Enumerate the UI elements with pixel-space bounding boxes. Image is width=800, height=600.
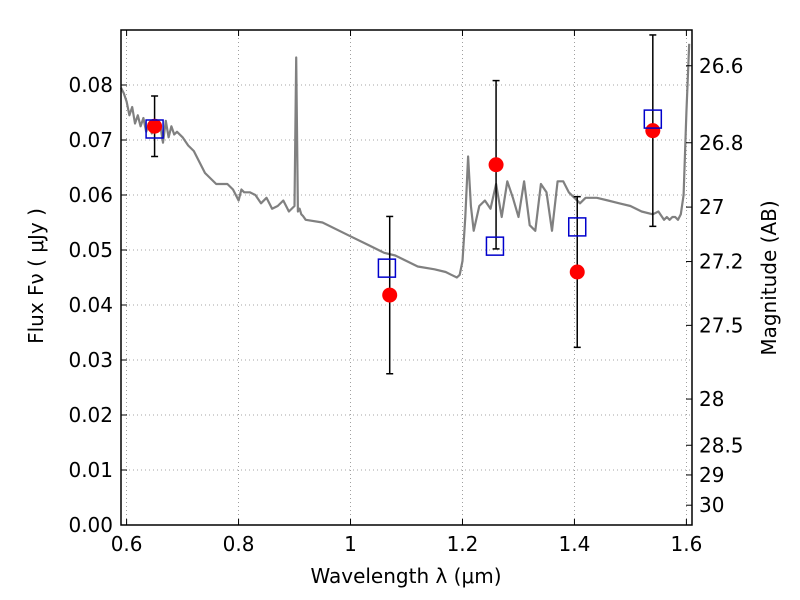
grid-lines	[121, 30, 692, 525]
model-spectrum-line	[120, 43, 691, 279]
data-points-layer	[145, 34, 663, 375]
observed-flux-point	[147, 118, 163, 134]
x-tick-label: 0.8	[223, 532, 255, 556]
y2-tick-label: 26.6	[699, 54, 744, 78]
observed-flux-point	[488, 157, 504, 173]
y-tick-label: 0.01	[68, 458, 113, 482]
y2-tick-label: 29	[699, 463, 724, 487]
x-tick-label: 1	[344, 532, 357, 556]
y-tick-label: 0.06	[68, 183, 113, 207]
y2-tick-label: 28.5	[699, 433, 744, 457]
y2-axis-label: Magnitude (AB)	[757, 200, 781, 355]
axis-ticks: 0.6 0.8 1 1.2 1.4 1.6 0.00 0.01 0.02 0.03 0.04 0.05…	[68, 30, 744, 556]
observed-flux-point	[645, 123, 661, 139]
model-photometry-square	[145, 119, 164, 139]
y2-tick-label: 27.5	[699, 313, 744, 337]
x-tick-label: 0.6	[111, 532, 143, 556]
model-photometry-square	[567, 217, 587, 237]
plot-area-frame	[120, 29, 693, 526]
x-tick-label: 1.4	[559, 532, 591, 556]
observed-flux-point	[382, 287, 398, 303]
x-tick-label: 1.2	[447, 532, 479, 556]
y-tick-label: 0.02	[68, 403, 113, 427]
y2-tick-label: 27	[699, 195, 724, 219]
model-spectrum-layer	[120, 43, 691, 279]
y-tick-label: 0.03	[68, 348, 113, 372]
y-tick-label: 0.07	[68, 128, 113, 152]
y2-tick-label: 30	[699, 493, 724, 517]
y-axis-label: Flux Fν ( μJy )	[24, 208, 48, 344]
x-axis-label: Wavelength λ (μm)	[310, 564, 501, 588]
y2-tick-label: 27.2	[699, 250, 744, 274]
model-photometry-square	[485, 236, 505, 256]
model-photometry-square	[377, 258, 397, 278]
observed-flux-point	[569, 264, 585, 280]
y-tick-label: 0.00	[68, 513, 113, 537]
y2-tick-label: 26.8	[699, 131, 744, 155]
x-tick-label: 1.6	[670, 532, 702, 556]
model-photometry-square	[643, 109, 663, 129]
y2-tick-label: 28	[699, 387, 724, 411]
y-tick-label: 0.05	[68, 238, 113, 262]
y-tick-label: 0.08	[68, 73, 113, 97]
y-tick-label: 0.04	[68, 293, 113, 317]
